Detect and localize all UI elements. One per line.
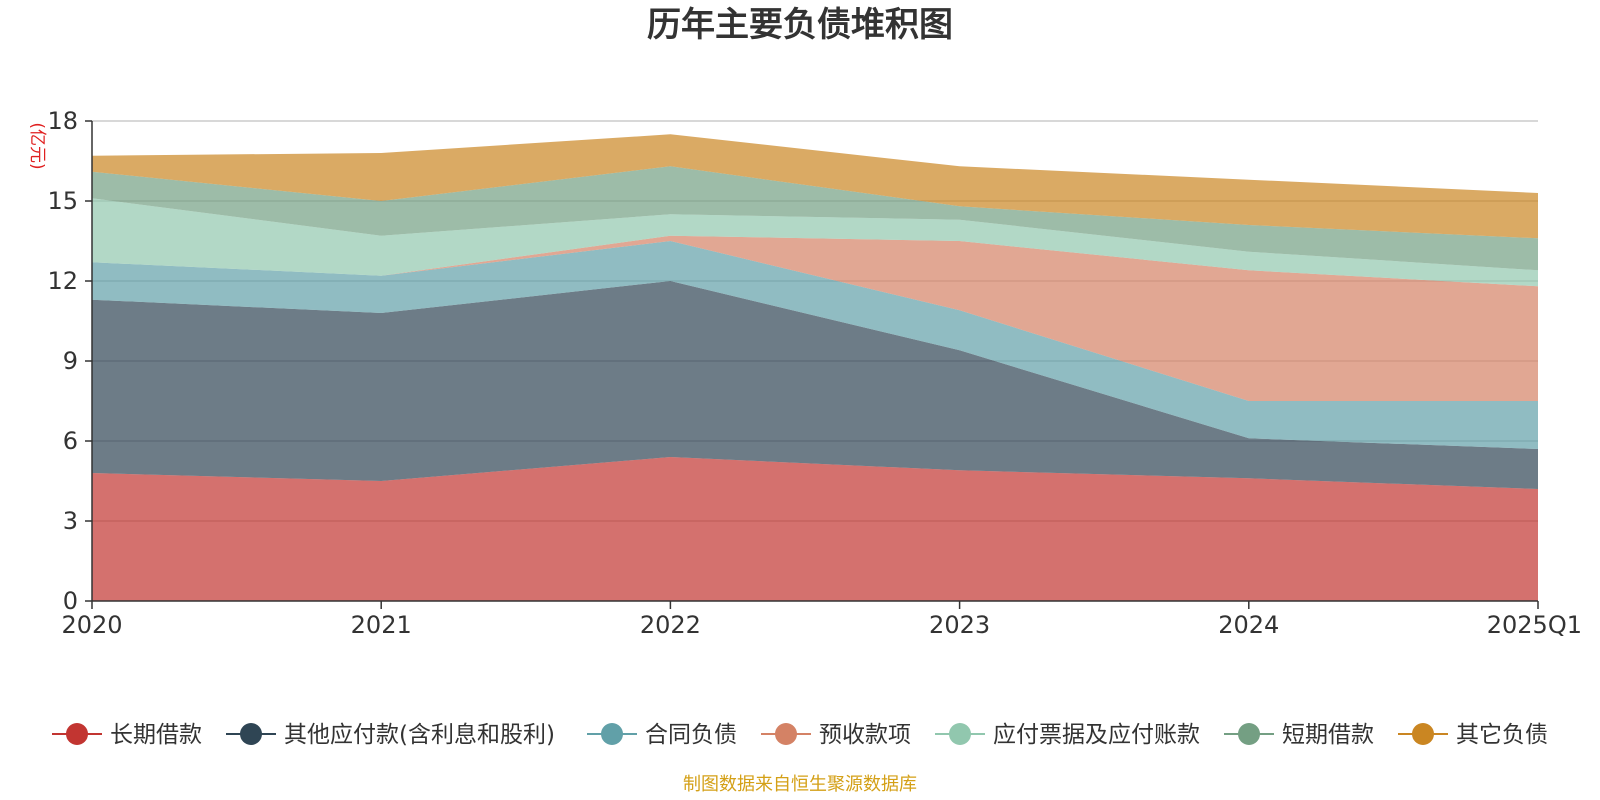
area-series-0[interactable] (92, 457, 1538, 601)
y-axis-unit-label: (亿元) (27, 122, 47, 169)
legend-label-4: 应付票据及应付账款 (993, 722, 1200, 748)
x-tick-label-0: 2020 (61, 611, 122, 639)
legend-marker-icon-2 (601, 723, 623, 745)
y-tick-label-4: 12 (47, 267, 78, 295)
legend-label-0: 长期借款 (110, 722, 202, 748)
legend-label-1: 其他应付款(含利息和股利) (284, 722, 555, 748)
legend-label-2: 合同负债 (645, 722, 737, 748)
x-tick-label-3: 2023 (929, 611, 990, 639)
y-tick-label-6: 18 (47, 107, 78, 135)
x-tick-label-1: 2021 (351, 611, 412, 639)
legend-marker-icon-5 (1238, 723, 1260, 745)
x-tick-label-5: 2025Q1 (1487, 611, 1582, 639)
stacked-areas (92, 134, 1538, 601)
x-tick-label-4: 2024 (1218, 611, 1279, 639)
legend-item-5[interactable]: 短期借款 (1224, 722, 1374, 748)
area-series-1[interactable] (92, 281, 1538, 489)
y-tick-label-2: 6 (63, 427, 78, 455)
legend-label-3: 预收款项 (819, 722, 911, 748)
area-series-6[interactable] (92, 134, 1538, 239)
legend-marker-icon-1 (240, 723, 262, 745)
legend-item-2[interactable]: 合同负债 (587, 722, 737, 748)
area-series-5[interactable] (92, 166, 1538, 271)
y-tick-label-1: 3 (63, 507, 78, 535)
legend-item-6[interactable]: 其它负债 (1398, 722, 1548, 748)
legend-marker-icon-0 (66, 723, 88, 745)
legend-marker-icon-4 (949, 723, 971, 745)
legend-item-1[interactable]: 其他应付款(含利息和股利) (226, 722, 555, 748)
legend-marker-icon-3 (775, 723, 797, 745)
axes: 0 3 6 9 12 15 18 2020 2021 2022 2023 2024 2025Q1 (47, 107, 1582, 639)
y-tick-label-3: 9 (63, 347, 78, 375)
legend-item-3[interactable]: 预收款项 (761, 722, 911, 748)
legend-item-0[interactable]: 长期借款 (52, 722, 202, 748)
x-tick-label-2: 2022 (640, 611, 701, 639)
y-tick-label-0: 0 (63, 587, 78, 615)
source-note: 制图数据来自恒生聚源数据库 (683, 774, 917, 795)
legend-label-6: 其它负债 (1456, 722, 1548, 748)
legend-label-5: 短期借款 (1282, 722, 1374, 748)
area-series-2[interactable] (92, 241, 1538, 449)
area-series-4[interactable] (92, 198, 1538, 287)
area-series-3[interactable] (92, 235, 1538, 401)
legend-marker-icon-6 (1412, 723, 1434, 745)
legend-item-4[interactable]: 应付票据及应付账款 (935, 722, 1200, 748)
y-tick-label-5: 15 (47, 187, 78, 215)
chart-title: 历年主要负债堆积图 (647, 5, 953, 45)
legend: 长期借款 其他应付款(含利息和股利) 合同负债 预收款项 应付票据及应付账款 短期借款 其它… (52, 722, 1548, 748)
